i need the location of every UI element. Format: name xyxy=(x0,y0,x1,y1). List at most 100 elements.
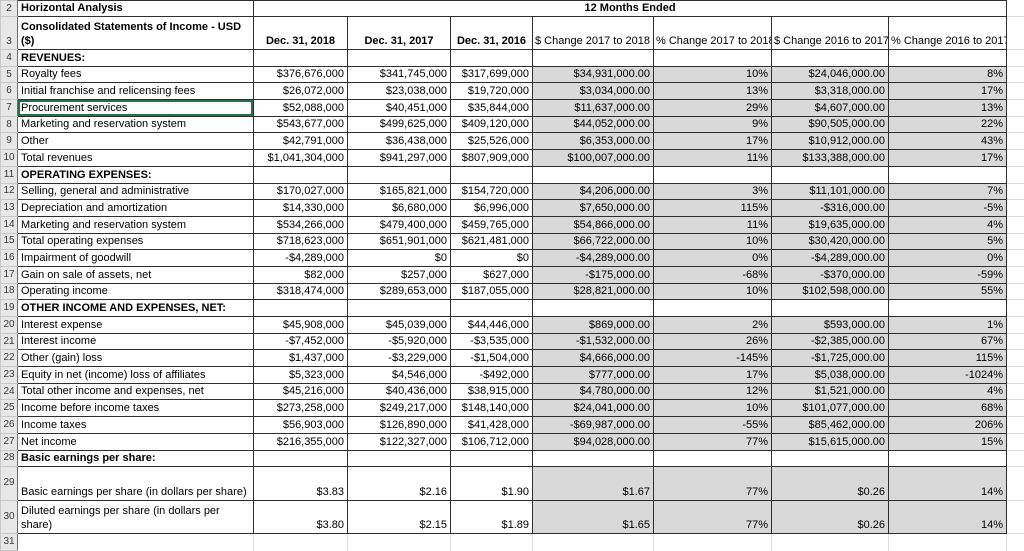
value-cell-2016[interactable]: $154,720,000 xyxy=(451,183,533,200)
months-ended-header-cell[interactable]: 12 Months Ended xyxy=(254,1,1007,17)
pct-change-17-18-cell[interactable]: 12% xyxy=(654,383,772,400)
value-cell-2018[interactable]: $26,072,000 xyxy=(254,83,348,100)
dollar-change-17-18-cell[interactable]: $777,000.00 xyxy=(533,367,654,384)
pct-change-16-17-cell[interactable] xyxy=(889,533,1007,550)
pct-change-16-17-cell[interactable]: -59% xyxy=(889,266,1007,283)
value-cell-2018[interactable]: $45,908,000 xyxy=(254,317,348,334)
dollar-change-17-18-cell[interactable]: $4,206,000.00 xyxy=(533,183,654,200)
value-cell-2017[interactable]: $4,546,000 xyxy=(348,367,451,384)
row-number[interactable]: 15 xyxy=(1,233,18,250)
row-label-cell[interactable] xyxy=(18,533,254,550)
value-cell-2016[interactable]: $317,699,000 xyxy=(451,66,533,83)
value-cell-2016[interactable]: $1.90 xyxy=(451,467,533,500)
row-number[interactable]: 24 xyxy=(1,383,18,400)
dollar-change-16-17-cell[interactable]: $101,077,000.00 xyxy=(772,400,889,417)
value-cell-2017[interactable]: $45,039,000 xyxy=(348,317,451,334)
pct-change-17-18-cell[interactable]: 115% xyxy=(654,200,772,217)
dollar-change-17-18-cell[interactable] xyxy=(533,300,654,317)
value-cell-2017[interactable]: $257,000 xyxy=(348,266,451,283)
value-cell-2018[interactable]: $318,474,000 xyxy=(254,283,348,300)
value-cell-2016[interactable] xyxy=(451,166,533,183)
value-cell-2018[interactable]: $45,216,000 xyxy=(254,383,348,400)
dollar-change-16-17-cell[interactable]: $5,038,000.00 xyxy=(772,367,889,384)
value-cell-2018[interactable] xyxy=(254,450,348,467)
dollar-change-17-18-cell[interactable]: $44,052,000.00 xyxy=(533,116,654,133)
dollar-change-17-18-cell[interactable]: $3,034,000.00 xyxy=(533,83,654,100)
pct-change-16-17-cell[interactable]: 14% xyxy=(889,467,1007,500)
pct-change-17-18-cell[interactable]: -145% xyxy=(654,350,772,367)
pct-change-17-18-cell[interactable] xyxy=(654,166,772,183)
row-label-cell[interactable]: Royalty fees xyxy=(18,66,254,83)
value-cell-2017[interactable]: $2.16 xyxy=(348,467,451,500)
value-cell-2018[interactable]: $534,266,000 xyxy=(254,216,348,233)
value-cell-2017[interactable]: $6,680,000 xyxy=(348,200,451,217)
value-cell-2017[interactable]: $479,400,000 xyxy=(348,216,451,233)
dollar-change-17-18-cell[interactable]: $34,931,000.00 xyxy=(533,66,654,83)
value-cell-2017[interactable] xyxy=(348,300,451,317)
dollar-change-17-18-cell[interactable]: $1.65 xyxy=(533,500,654,533)
dollar-change-16-17-cell[interactable]: -$4,289,000.00 xyxy=(772,250,889,267)
dollar-change-17-18-cell[interactable]: $1.67 xyxy=(533,467,654,500)
dollar-change-16-17-cell[interactable]: $11,101,000.00 xyxy=(772,183,889,200)
pct-change-16-17-cell[interactable] xyxy=(889,166,1007,183)
value-cell-2017[interactable]: $289,653,000 xyxy=(348,283,451,300)
pct-change-17-18-cell[interactable]: 9% xyxy=(654,116,772,133)
dollar-change-17-18-cell[interactable]: $94,028,000.00 xyxy=(533,433,654,450)
row-label-cell[interactable]: Income before income taxes xyxy=(18,400,254,417)
dollar-change-16-17-cell[interactable] xyxy=(772,450,889,467)
dollar-change-17-18-cell[interactable]: $28,821,000.00 xyxy=(533,283,654,300)
dollar-change-17-18-cell[interactable]: $4,666,000.00 xyxy=(533,350,654,367)
row-number[interactable]: 7 xyxy=(1,100,18,117)
value-cell-2017[interactable]: $941,297,000 xyxy=(348,150,451,167)
row-number[interactable]: 2 xyxy=(1,1,18,17)
value-cell-2018[interactable]: $42,791,000 xyxy=(254,133,348,150)
dollar-change-16-17-cell[interactable]: $1,521,000.00 xyxy=(772,383,889,400)
row-label-cell[interactable]: REVENUES: xyxy=(18,50,254,67)
pct-change-17-18-cell[interactable]: 13% xyxy=(654,83,772,100)
column-header-dollar-change-16-17[interactable]: $ Change 2016 to 2017 xyxy=(772,17,889,50)
pct-change-16-17-cell[interactable]: 14% xyxy=(889,500,1007,533)
dollar-change-17-18-cell[interactable]: $7,650,000.00 xyxy=(533,200,654,217)
value-cell-2017[interactable]: $40,436,000 xyxy=(348,383,451,400)
value-cell-2016[interactable]: $6,996,000 xyxy=(451,200,533,217)
value-cell-2018[interactable]: $56,903,000 xyxy=(254,417,348,434)
value-cell-2017[interactable]: $122,327,000 xyxy=(348,433,451,450)
dollar-change-17-18-cell[interactable]: $100,007,000.00 xyxy=(533,150,654,167)
dollar-change-17-18-cell[interactable]: $869,000.00 xyxy=(533,317,654,334)
row-label-cell[interactable]: Basic earnings per share: xyxy=(18,450,254,467)
value-cell-2016[interactable] xyxy=(451,50,533,67)
pct-change-17-18-cell[interactable]: -68% xyxy=(654,266,772,283)
dollar-change-16-17-cell[interactable]: $3,318,000.00 xyxy=(772,83,889,100)
pct-change-17-18-cell[interactable]: 10% xyxy=(654,233,772,250)
value-cell-2018[interactable]: $3.83 xyxy=(254,467,348,500)
pct-change-16-17-cell[interactable] xyxy=(889,300,1007,317)
value-cell-2016[interactable]: $35,844,000 xyxy=(451,100,533,117)
row-number[interactable]: 12 xyxy=(1,183,18,200)
pct-change-17-18-cell[interactable]: 29% xyxy=(654,100,772,117)
dollar-change-17-18-cell[interactable]: $24,041,000.00 xyxy=(533,400,654,417)
pct-change-17-18-cell[interactable]: 3% xyxy=(654,183,772,200)
value-cell-2016[interactable]: $621,481,000 xyxy=(451,233,533,250)
column-header-dollar-change-17-18[interactable]: $ Change 2017 to 2018 xyxy=(533,17,654,50)
value-cell-2018[interactable]: -$4,289,000 xyxy=(254,250,348,267)
value-cell-2018[interactable] xyxy=(254,533,348,550)
pct-change-16-17-cell[interactable]: 1% xyxy=(889,317,1007,334)
value-cell-2017[interactable]: $651,901,000 xyxy=(348,233,451,250)
row-label-cell[interactable]: Marketing and reservation system xyxy=(18,116,254,133)
row-number[interactable]: 4 xyxy=(1,50,18,67)
row-label-cell[interactable]: OPERATING EXPENSES: xyxy=(18,166,254,183)
value-cell-2018[interactable]: -$7,452,000 xyxy=(254,333,348,350)
row-number[interactable]: 8 xyxy=(1,116,18,133)
row-label-cell[interactable]: OTHER INCOME AND EXPENSES, NET: xyxy=(18,300,254,317)
dollar-change-17-18-cell[interactable]: -$69,987,000.00 xyxy=(533,417,654,434)
dollar-change-17-18-cell[interactable]: $4,780,000.00 xyxy=(533,383,654,400)
column-header-dec-2017[interactable]: Dec. 31, 2017 xyxy=(348,17,451,50)
value-cell-2017[interactable]: $249,217,000 xyxy=(348,400,451,417)
row-label-cell[interactable]: Operating income xyxy=(18,283,254,300)
value-cell-2018[interactable]: $1,041,304,000 xyxy=(254,150,348,167)
value-cell-2018[interactable]: $14,330,000 xyxy=(254,200,348,217)
value-cell-2017[interactable]: $0 xyxy=(348,250,451,267)
dollar-change-16-17-cell[interactable] xyxy=(772,50,889,67)
pct-change-17-18-cell[interactable]: 0% xyxy=(654,250,772,267)
value-cell-2018[interactable]: $376,676,000 xyxy=(254,66,348,83)
